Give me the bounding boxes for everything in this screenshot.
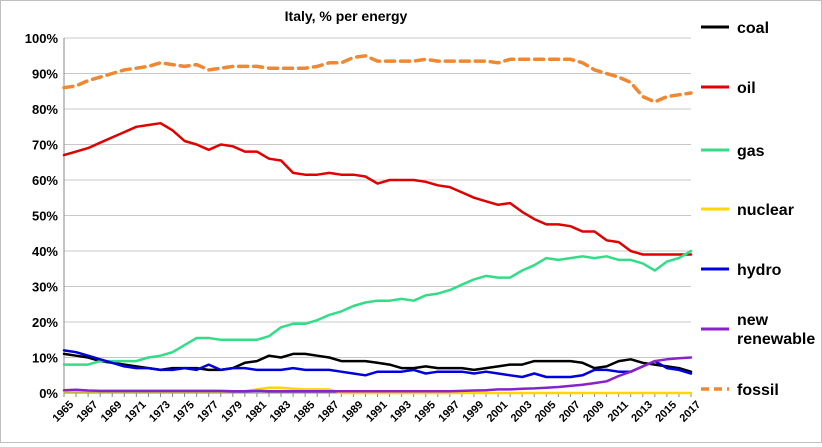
y-tick-label: 50% [32,209,58,224]
x-tick-label: 1979 [219,399,245,425]
legend-label: new renewable [737,312,815,348]
series-line-oil [62,121,693,256]
x-tick-label: 1983 [268,399,294,425]
x-tick-label: 1999 [461,399,487,425]
x-tick-label: 1997 [436,399,462,425]
x-tick-label: 2003 [509,399,535,425]
y-tick-label: 10% [32,351,58,366]
y-tick-label: 40% [32,244,58,259]
y-tick-label: 70% [32,138,58,153]
legend-label: nuclear [737,202,794,219]
y-tick-label: 60% [32,173,58,188]
chart-title: Italy, % per energy [285,8,408,24]
x-tick-label: 2017 [678,399,704,425]
x-tick-label: 1987 [316,399,342,425]
x-tick-label: 1985 [292,399,318,425]
legend-label: oil [737,80,756,97]
y-tick-label: 100% [25,31,59,46]
x-tick-label: 1977 [195,399,221,425]
y-tick-label: 90% [32,67,58,82]
y-tick-label: 0% [39,386,58,401]
y-tick-label: 20% [32,315,58,330]
x-tick-label: 2011 [606,399,631,424]
legend-label: gas [737,143,765,160]
x-tick-label: 1967 [75,399,101,425]
x-tick-label: 2013 [629,399,655,425]
series-line-hydro [62,349,693,379]
x-tick-label: 1975 [171,399,197,425]
x-tick-label: 2007 [557,399,583,425]
x-tick-label: 2009 [581,399,607,425]
legend-label: hydro [737,262,782,279]
y-axis: 0% 10% 20% 30% 40% 50% 60% 70% 80% 90% 100% [25,31,65,401]
x-tick-label: 1993 [388,399,414,425]
x-tick-label: 1981 [243,399,269,425]
x-tick-label: 1991 [364,399,390,425]
legend: coal oil gas nuclear hydro new renewable fossil [701,20,815,399]
x-tick-label: 2001 [485,399,511,425]
x-tick-label: 2005 [533,399,559,425]
x-axis: 1965196719691971197319751977197919811983… [51,392,704,425]
series-lines [62,54,693,395]
legend-label: coal [737,20,769,37]
grid-lines [64,37,691,394]
y-tick-label: 30% [32,280,58,295]
legend-label: fossil [737,382,779,399]
x-tick-label: 1973 [147,399,173,425]
x-tick-label: 1965 [51,399,77,425]
x-tick-label: 1969 [99,399,125,425]
series-line-fossil [62,54,693,104]
series-line-new-renewable [62,356,693,393]
x-tick-label: 1989 [340,399,366,425]
x-tick-label: 1995 [412,399,438,425]
y-tick-label: 80% [32,102,58,117]
series-line-gas [62,249,693,366]
x-tick-label: 1971 [123,399,149,425]
x-tick-label: 2015 [653,399,679,425]
